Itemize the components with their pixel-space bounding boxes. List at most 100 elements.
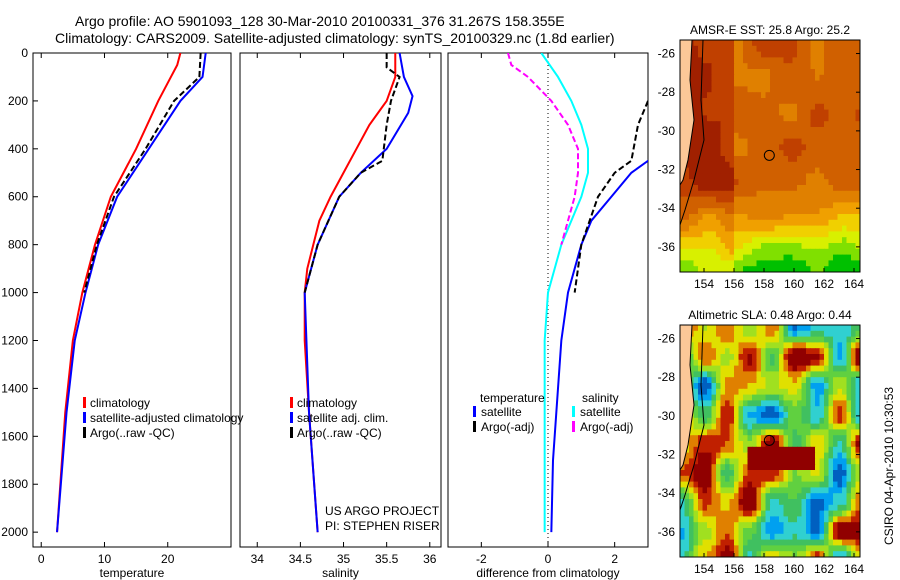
map-cell xyxy=(747,417,753,425)
map-cell xyxy=(815,441,820,448)
map-cell xyxy=(743,86,748,93)
map-cell xyxy=(725,383,730,390)
map-cell xyxy=(774,539,780,546)
map-cell xyxy=(801,394,807,401)
map-cell xyxy=(716,470,721,477)
map-cell xyxy=(819,202,825,209)
map-cell xyxy=(729,214,735,221)
map-cell xyxy=(801,330,807,338)
map-cell xyxy=(734,51,739,58)
map-cell xyxy=(779,225,784,232)
map-cell xyxy=(689,359,694,367)
map-cell xyxy=(756,167,762,174)
map-cell xyxy=(747,57,753,64)
map-cell xyxy=(765,69,771,76)
map-cell xyxy=(824,63,829,70)
map-cell xyxy=(734,237,739,244)
map-cell xyxy=(788,354,793,361)
map-cell xyxy=(752,330,757,338)
map-cell xyxy=(810,74,816,82)
map-cell xyxy=(815,417,820,425)
map-cell xyxy=(855,63,861,70)
map-cell xyxy=(698,464,703,471)
map-cell xyxy=(846,510,852,517)
map-cell xyxy=(770,86,775,93)
map-cell xyxy=(770,260,775,267)
map-cell xyxy=(819,354,825,361)
map-cell xyxy=(720,185,726,192)
map-cell xyxy=(743,348,748,355)
map-cell xyxy=(828,156,834,163)
map-cell xyxy=(824,40,829,47)
map-cell xyxy=(819,522,825,529)
map-cell xyxy=(689,57,694,64)
map-cell xyxy=(698,219,703,227)
map-cell xyxy=(837,260,843,267)
map-cell xyxy=(842,325,847,332)
map-cell xyxy=(743,336,748,343)
map-cell xyxy=(783,452,789,459)
map-cell xyxy=(765,365,771,372)
map-cell xyxy=(711,51,717,58)
map-cell xyxy=(842,190,847,198)
map-cell xyxy=(855,412,861,419)
map-cell xyxy=(698,325,703,332)
map-cell xyxy=(851,109,856,116)
map-cell xyxy=(752,441,757,448)
map-cell xyxy=(783,475,789,483)
map-cell xyxy=(711,446,717,454)
map-cell xyxy=(698,475,703,483)
map-cell xyxy=(842,138,847,145)
map-cell xyxy=(801,179,807,186)
map-cell xyxy=(707,167,712,174)
map-cell xyxy=(783,441,789,448)
map-cell xyxy=(711,412,717,419)
map-cell xyxy=(770,237,775,244)
map-cell xyxy=(765,522,771,529)
map-cell xyxy=(779,115,784,122)
map-cell xyxy=(707,51,712,58)
map-cell xyxy=(783,260,789,267)
map-cell xyxy=(783,92,789,99)
map-cell xyxy=(765,452,771,459)
map-cell xyxy=(756,325,762,332)
map-cell xyxy=(698,429,703,436)
map-cell xyxy=(747,196,753,203)
map-cell xyxy=(729,470,735,477)
map-cell xyxy=(716,487,721,494)
map-cell xyxy=(828,394,834,401)
map-cell xyxy=(851,69,856,76)
map-cell xyxy=(779,429,784,436)
map-cell xyxy=(801,342,807,349)
map-cell xyxy=(734,190,739,198)
map-cell xyxy=(806,522,811,529)
map-cell xyxy=(738,63,744,70)
map-cell xyxy=(752,481,757,488)
map-cell xyxy=(702,400,708,407)
map-cell xyxy=(729,388,735,396)
map-cell xyxy=(792,464,798,471)
map-cell xyxy=(851,359,856,367)
map-cell xyxy=(716,150,721,157)
map-cell xyxy=(711,481,717,488)
map-cell xyxy=(788,377,793,384)
map-cell xyxy=(761,522,766,529)
map-cell xyxy=(765,132,771,140)
map-cell xyxy=(806,533,811,541)
map-cell xyxy=(792,354,798,361)
map-cell xyxy=(707,481,712,488)
map-cell xyxy=(806,516,811,523)
map-cell xyxy=(797,493,802,500)
map-cell xyxy=(761,458,766,465)
map-cell xyxy=(833,423,838,430)
map-cell xyxy=(846,400,852,407)
map-cell xyxy=(815,371,820,378)
map-cell xyxy=(842,470,847,477)
map-cell xyxy=(851,371,856,378)
map-cell xyxy=(837,69,843,76)
map-cell xyxy=(747,63,753,70)
map-cell xyxy=(734,493,739,500)
map-cell xyxy=(752,325,757,332)
map-cell xyxy=(851,63,856,70)
map-cell xyxy=(702,74,708,82)
